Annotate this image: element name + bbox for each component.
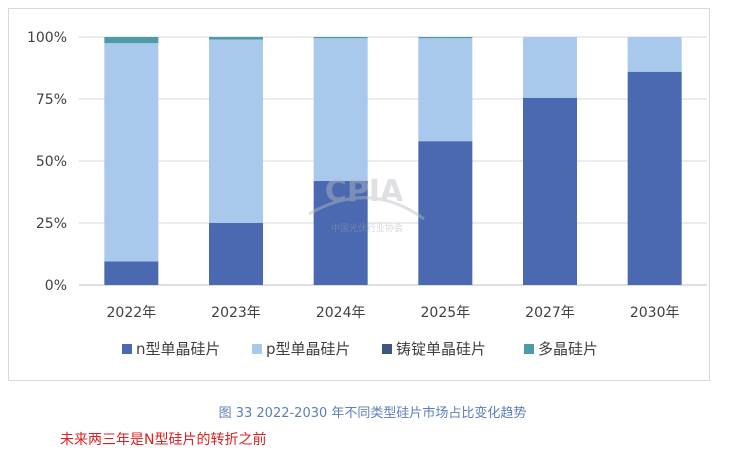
y-tick-label: 75% bbox=[36, 92, 67, 108]
legend-swatch bbox=[382, 344, 392, 354]
y-tick-label: 50% bbox=[36, 154, 67, 170]
bar-segment bbox=[523, 97, 577, 285]
bar-segment bbox=[209, 223, 263, 285]
bar-segment bbox=[104, 261, 159, 285]
stacked-bar-chart: 0% 25% 50% 75% 100% 2022年 2023年 2024年 2025年 2027… bbox=[27, 30, 707, 358]
legend: n型单晶硅片 p型单晶硅片 铸锭单晶硅片 多晶硅片 bbox=[122, 340, 598, 358]
bar-segment bbox=[313, 180, 368, 285]
legend-label: p型单晶硅片 bbox=[266, 340, 351, 358]
grid-layer bbox=[79, 36, 707, 286]
bars-layer bbox=[104, 37, 682, 285]
bar-segment bbox=[209, 37, 263, 40]
y-tick-label: 100% bbox=[27, 30, 67, 46]
bar-segment bbox=[418, 38, 473, 142]
red-note: 未来两三年是N型硅片的转折之前 bbox=[60, 432, 267, 448]
x-tick-label: 2022年 bbox=[107, 305, 157, 321]
y-tick-label: 0% bbox=[45, 278, 67, 294]
cpia-watermark: CPIA 中国光伏行业协会 bbox=[308, 174, 425, 234]
bar-segment bbox=[313, 37, 368, 39]
legend-swatch bbox=[252, 344, 262, 354]
bar-segment bbox=[104, 37, 159, 44]
legend-swatch bbox=[524, 344, 534, 354]
x-tick-label: 2023年 bbox=[211, 305, 261, 321]
bar-segment bbox=[627, 71, 682, 285]
bar-segment bbox=[627, 37, 682, 72]
chart-frame: 0% 25% 50% 75% 100% 2022年 2023年 2024年 2025年 2027… bbox=[8, 8, 710, 381]
y-tick-label: 25% bbox=[36, 216, 67, 232]
bar-segment bbox=[313, 38, 368, 181]
x-axis: 2022年 2023年 2024年 2025年 2027年 2030年 bbox=[107, 305, 680, 321]
bar-segment bbox=[209, 39, 263, 224]
legend-swatch bbox=[122, 344, 132, 354]
x-tick-label: 2027年 bbox=[525, 305, 575, 321]
bar-segment bbox=[418, 141, 473, 285]
x-tick-label: 2024年 bbox=[316, 305, 366, 321]
watermark-subtitle: 中国光伏行业协会 bbox=[331, 222, 403, 234]
figure-caption: 图 33 2022-2030 年不同类型硅片市场占比变化趋势 bbox=[218, 406, 527, 421]
bar-segment bbox=[418, 37, 473, 39]
bar-segment bbox=[104, 43, 159, 262]
bar-segment bbox=[523, 37, 577, 98]
legend-label: 多晶硅片 bbox=[538, 340, 598, 358]
legend-label: 铸锭单晶硅片 bbox=[396, 340, 486, 358]
x-tick-label: 2030年 bbox=[630, 305, 680, 321]
x-tick-label: 2025年 bbox=[421, 305, 471, 321]
watermark-arc-icon bbox=[308, 196, 425, 221]
y-axis: 0% 25% 50% 75% 100% bbox=[27, 30, 67, 294]
legend-label: n型单晶硅片 bbox=[136, 340, 221, 358]
watermark-title: CPIA bbox=[325, 174, 404, 209]
